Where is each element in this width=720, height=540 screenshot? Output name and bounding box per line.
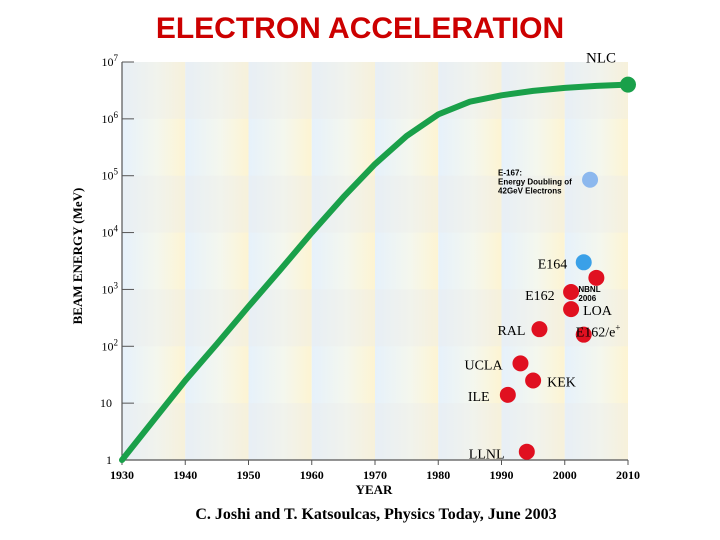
y-tick-exponent: 5 — [114, 167, 119, 177]
x-tick-label: 1950 — [237, 468, 261, 482]
point-label: RAL — [497, 324, 525, 339]
red-point — [512, 355, 529, 372]
y-tick-label: 10 — [100, 396, 112, 410]
point-label-line: NBNL — [578, 285, 600, 294]
conventional-curve-line — [119, 81, 631, 463]
x-tick-label: 1990 — [490, 468, 514, 482]
x-tick-label: 1980 — [426, 468, 450, 482]
blue-point — [575, 254, 592, 271]
row-band — [122, 403, 628, 460]
y-tick-label: 103 — [102, 280, 119, 296]
background-bands — [122, 62, 628, 460]
point-label: LOA — [583, 304, 613, 319]
y-tick-label: 104 — [102, 224, 119, 240]
axes: 1930 1940 1950 1960 1970 1980 1990 2000 20101101… — [100, 53, 640, 482]
decade-band — [564, 62, 628, 460]
point-label: E162 — [525, 289, 555, 304]
point-label-line: UCLA — [464, 358, 503, 373]
y-tick-base: 1 — [106, 453, 112, 467]
y-tick-base: 10 — [100, 396, 112, 410]
y-tick-exponent: 6 — [114, 110, 119, 120]
y-tick-label: 105 — [102, 167, 119, 183]
point-label-line: LOA — [583, 304, 613, 319]
y-tick-base: 10 — [102, 226, 114, 240]
point-label-line: ILE — [468, 390, 490, 405]
x-tick-label: 2000 — [553, 468, 577, 482]
conventional-curve: NLC — [119, 51, 636, 463]
y-tick-base: 10 — [102, 55, 114, 69]
data-points — [499, 171, 605, 460]
red-point — [563, 284, 580, 301]
red-point — [588, 269, 605, 286]
point-label-sup: + — [615, 323, 620, 333]
decade-band — [248, 62, 312, 460]
y-tick-exponent: 4 — [114, 224, 119, 234]
decade-band — [438, 62, 502, 460]
y-tick-base: 10 — [102, 112, 114, 126]
y-tick-base: 10 — [102, 169, 114, 183]
y-axis-label: BEAM ENERGY (MeV) — [70, 188, 85, 325]
point-label: E-167: Energy Doubling of 42GeV Electrons — [498, 169, 572, 196]
curve-label: NLC — [586, 51, 616, 67]
row-band — [122, 175, 628, 233]
red-point — [518, 443, 535, 460]
y-tick-base: 10 — [102, 282, 114, 296]
decade-band — [311, 62, 375, 460]
x-tick-label: 1960 — [300, 468, 324, 482]
red-point — [563, 301, 580, 318]
y-tick-exponent: 2 — [114, 337, 119, 347]
x-tick-label: 1940 — [173, 468, 197, 482]
point-label: NBNL 2006 — [578, 285, 600, 303]
point-labels: E-167: Energy Doubling of 42GeV ElectronsE… — [464, 169, 620, 463]
light-blue-point — [582, 171, 599, 188]
point-label-line: E164 — [538, 257, 568, 272]
decade-band — [375, 62, 439, 460]
decade-band — [185, 62, 249, 460]
row-band — [122, 289, 628, 347]
point-label: LLNL — [469, 448, 505, 463]
y-tick-exponent: 3 — [114, 280, 119, 290]
y-tick-label: 102 — [102, 337, 119, 353]
point-label-line: KEK — [547, 376, 576, 391]
point-label-line: RAL — [497, 324, 525, 339]
red-point — [499, 386, 516, 403]
slide-title: ELECTRON ACCELERATION — [156, 12, 564, 45]
point-label: E162/e+ — [576, 323, 621, 341]
point-label-line: E162 — [525, 289, 555, 304]
x-tick-label: 1970 — [363, 468, 387, 482]
point-label: ILE — [468, 390, 490, 405]
y-tick-label: 107 — [102, 53, 119, 69]
point-label: E164 — [538, 257, 568, 272]
y-tick-base: 10 — [102, 339, 114, 353]
point-label-line: E162/e — [576, 326, 616, 341]
x-tick-label: 1930 — [110, 468, 134, 482]
decade-band — [122, 62, 186, 460]
y-tick-label: 106 — [102, 110, 119, 126]
citation: C. Joshi and T. Katsoulcas, Physics Toda… — [195, 506, 556, 523]
point-label-line: E-167: — [498, 169, 522, 178]
point-label: KEK — [547, 376, 576, 391]
x-axis-label: YEAR — [356, 482, 393, 497]
red-point — [525, 372, 542, 389]
point-label-line: 42GeV Electrons — [498, 187, 562, 196]
x-tick-label: 2010 — [616, 468, 640, 482]
point-label-line: 2006 — [578, 294, 596, 303]
curve-endpoint — [620, 76, 636, 93]
point-label-line: Energy Doubling of — [498, 178, 572, 187]
point-label-line: LLNL — [469, 448, 505, 463]
red-point — [575, 326, 592, 343]
point-label: UCLA — [464, 358, 503, 373]
y-tick-label: 1 — [106, 453, 112, 467]
red-point — [531, 321, 548, 338]
y-tick-exponent: 7 — [114, 53, 119, 63]
